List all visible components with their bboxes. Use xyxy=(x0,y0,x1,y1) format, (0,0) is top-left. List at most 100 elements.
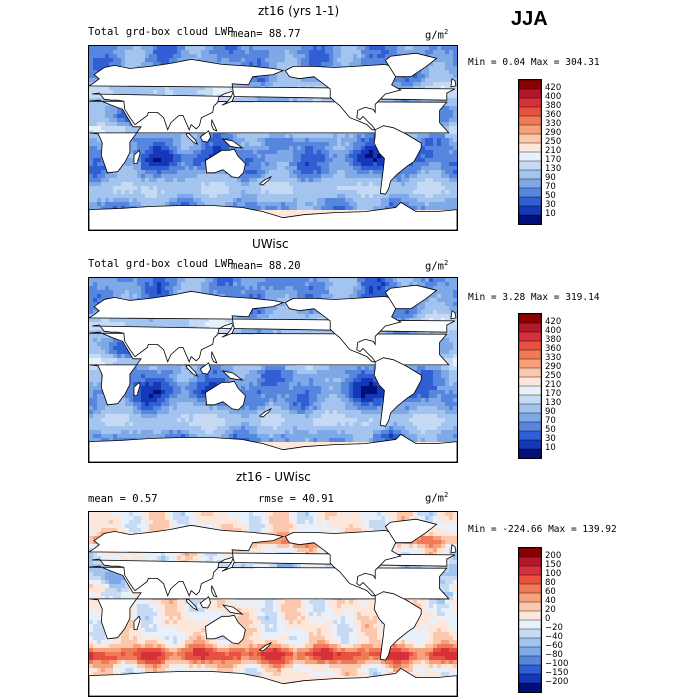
field-cell xyxy=(181,154,186,159)
field-cell xyxy=(189,50,194,55)
field-cell xyxy=(333,154,338,159)
field-cell xyxy=(109,110,114,115)
field-cell xyxy=(137,142,142,147)
field-cell xyxy=(341,286,346,291)
field-cell xyxy=(233,198,238,203)
field-cell xyxy=(261,282,266,287)
field-cell xyxy=(149,134,154,139)
field-cell xyxy=(161,186,166,191)
field-cell xyxy=(385,54,390,59)
field-cell xyxy=(329,162,334,167)
field-cell xyxy=(137,86,142,91)
field-cell xyxy=(281,278,286,283)
field-cell xyxy=(353,142,358,147)
field-cell xyxy=(105,122,110,127)
field-cell xyxy=(229,86,234,91)
field-cell xyxy=(325,202,330,207)
field-cell xyxy=(445,78,450,83)
field-cell xyxy=(421,170,426,175)
field-cell xyxy=(401,186,406,191)
field-cell xyxy=(117,198,122,203)
field-cell xyxy=(337,134,342,139)
field-cell xyxy=(97,166,102,171)
field-cell xyxy=(109,182,114,187)
field-cell xyxy=(145,58,150,63)
field-cell xyxy=(269,134,274,139)
field-cell xyxy=(93,154,98,159)
field-cell xyxy=(325,50,330,55)
field-cell xyxy=(121,170,126,175)
field-cell xyxy=(293,198,298,203)
field-cell xyxy=(433,74,438,79)
field-cell xyxy=(209,90,214,95)
field-cell xyxy=(153,202,158,207)
field-cell xyxy=(145,294,150,299)
field-cell xyxy=(173,162,178,167)
field-cell xyxy=(425,174,430,179)
field-cell xyxy=(277,190,282,195)
field-cell xyxy=(281,174,286,179)
field-cell xyxy=(93,190,98,195)
field-cell xyxy=(349,182,354,187)
field-cell xyxy=(389,46,394,51)
field-cell xyxy=(421,278,426,283)
field-cell xyxy=(89,150,94,155)
field-cell xyxy=(173,58,178,63)
field-cell xyxy=(245,146,250,151)
field-cell xyxy=(193,54,198,59)
field-cell xyxy=(301,182,306,187)
field-cell xyxy=(121,198,126,203)
field-cell xyxy=(93,286,98,291)
field-cell xyxy=(341,134,346,139)
field-cell xyxy=(169,198,174,203)
field-cell xyxy=(209,278,214,283)
field-cell xyxy=(145,154,150,159)
field-cell xyxy=(161,166,166,171)
field-cell xyxy=(209,134,214,139)
field-cell xyxy=(357,58,362,63)
field-cell xyxy=(305,286,310,291)
field-cell xyxy=(429,286,434,291)
field-cell xyxy=(133,166,138,171)
field-cell xyxy=(337,166,342,171)
field-cell xyxy=(357,174,362,179)
field-cell xyxy=(149,86,154,91)
field-cell xyxy=(125,278,130,283)
field-cell xyxy=(389,278,394,283)
field-cell xyxy=(273,290,278,295)
field-cell xyxy=(153,142,158,147)
field-cell xyxy=(357,198,362,203)
field-cell xyxy=(333,282,338,287)
field-cell xyxy=(97,138,102,143)
field-cell xyxy=(225,174,230,179)
field-cell xyxy=(293,278,298,283)
field-cell xyxy=(321,166,326,171)
field-cell xyxy=(369,286,374,291)
field-cell xyxy=(281,290,286,295)
field-cell xyxy=(273,78,278,83)
field-cell xyxy=(149,62,154,67)
field-cell xyxy=(125,186,130,191)
field-cell xyxy=(97,278,102,283)
field-cell xyxy=(149,190,154,195)
field-cell xyxy=(257,286,262,291)
field-cell xyxy=(453,166,457,171)
field-cell xyxy=(417,98,422,103)
field-cell xyxy=(301,154,306,159)
colorbar-swatch xyxy=(519,160,541,171)
field-cell xyxy=(321,186,326,191)
field-cell xyxy=(233,46,238,51)
field-cell xyxy=(317,154,322,159)
field-cell xyxy=(329,198,334,203)
field-cell xyxy=(385,62,390,67)
field-cell xyxy=(429,190,434,195)
field-cell xyxy=(141,286,146,291)
field-cell xyxy=(253,150,258,155)
field-cell xyxy=(145,286,150,291)
field-cell xyxy=(169,150,174,155)
field-cell xyxy=(101,178,106,183)
field-cell xyxy=(169,202,174,207)
field-cell xyxy=(381,278,386,283)
field-cell xyxy=(445,202,450,207)
field-cell xyxy=(141,50,146,55)
